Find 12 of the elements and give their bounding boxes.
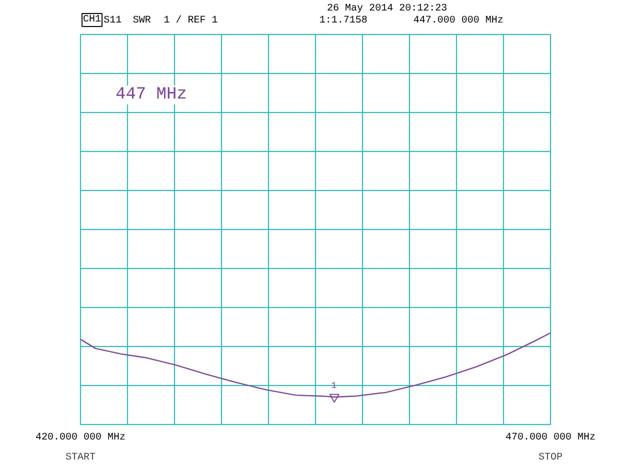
text: STOP (538, 452, 563, 464)
text: 1:1.7158 (319, 16, 368, 26)
text: 1 / REF 1 (164, 14, 218, 26)
x-tick-label: 470.000 000 MHz (505, 432, 596, 444)
text: 447.000 000 MHz (413, 16, 504, 26)
text: 26 May 2014 20:12:23 (327, 4, 448, 14)
text: SWR (132, 16, 151, 26)
x-tick-label: 420.000 000 MHz (35, 432, 126, 444)
text: S11 (104, 16, 122, 26)
text: START (66, 452, 96, 464)
text: 447 MHz (116, 86, 187, 104)
text: CH1 (83, 14, 102, 26)
